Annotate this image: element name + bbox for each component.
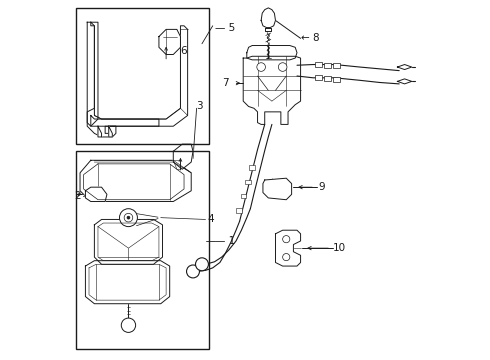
Circle shape xyxy=(127,216,130,219)
Bar xyxy=(333,77,340,82)
Polygon shape xyxy=(266,28,271,31)
Bar xyxy=(315,75,322,80)
Polygon shape xyxy=(173,160,180,169)
Bar xyxy=(324,76,331,81)
Bar xyxy=(241,194,246,198)
Text: 9: 9 xyxy=(318,182,325,192)
Text: 4: 4 xyxy=(207,215,214,224)
Bar xyxy=(249,165,255,170)
Text: 6: 6 xyxy=(180,46,187,56)
Polygon shape xyxy=(243,56,300,125)
Polygon shape xyxy=(261,8,275,28)
Polygon shape xyxy=(397,64,412,69)
Polygon shape xyxy=(397,79,412,84)
Bar xyxy=(315,62,322,67)
Polygon shape xyxy=(173,144,193,169)
Circle shape xyxy=(187,265,199,278)
Polygon shape xyxy=(247,45,297,60)
Circle shape xyxy=(120,209,137,226)
Bar xyxy=(324,63,331,68)
Circle shape xyxy=(257,63,266,71)
Text: 3: 3 xyxy=(196,102,203,112)
Circle shape xyxy=(124,213,133,222)
Circle shape xyxy=(283,253,290,261)
Text: — 5: — 5 xyxy=(215,23,235,33)
Bar xyxy=(76,151,209,348)
Bar xyxy=(236,208,242,213)
Polygon shape xyxy=(98,126,101,137)
Circle shape xyxy=(283,235,290,243)
Text: 10: 10 xyxy=(333,243,346,253)
Bar xyxy=(333,63,340,68)
Polygon shape xyxy=(109,126,112,137)
Polygon shape xyxy=(87,22,188,137)
Text: ← 8: ← 8 xyxy=(300,33,319,43)
Text: 2: 2 xyxy=(74,191,81,201)
Circle shape xyxy=(196,258,208,271)
Bar xyxy=(245,180,251,184)
Polygon shape xyxy=(85,187,107,202)
Text: 7: 7 xyxy=(222,78,229,88)
Polygon shape xyxy=(95,220,163,264)
Polygon shape xyxy=(91,116,159,126)
Circle shape xyxy=(122,318,136,332)
Polygon shape xyxy=(85,261,170,304)
Polygon shape xyxy=(80,160,191,202)
Polygon shape xyxy=(87,22,98,126)
Polygon shape xyxy=(263,178,292,200)
Text: — 1: — 1 xyxy=(215,236,235,246)
Polygon shape xyxy=(159,30,180,54)
Circle shape xyxy=(278,63,287,71)
Bar xyxy=(76,8,209,144)
Polygon shape xyxy=(275,230,300,266)
